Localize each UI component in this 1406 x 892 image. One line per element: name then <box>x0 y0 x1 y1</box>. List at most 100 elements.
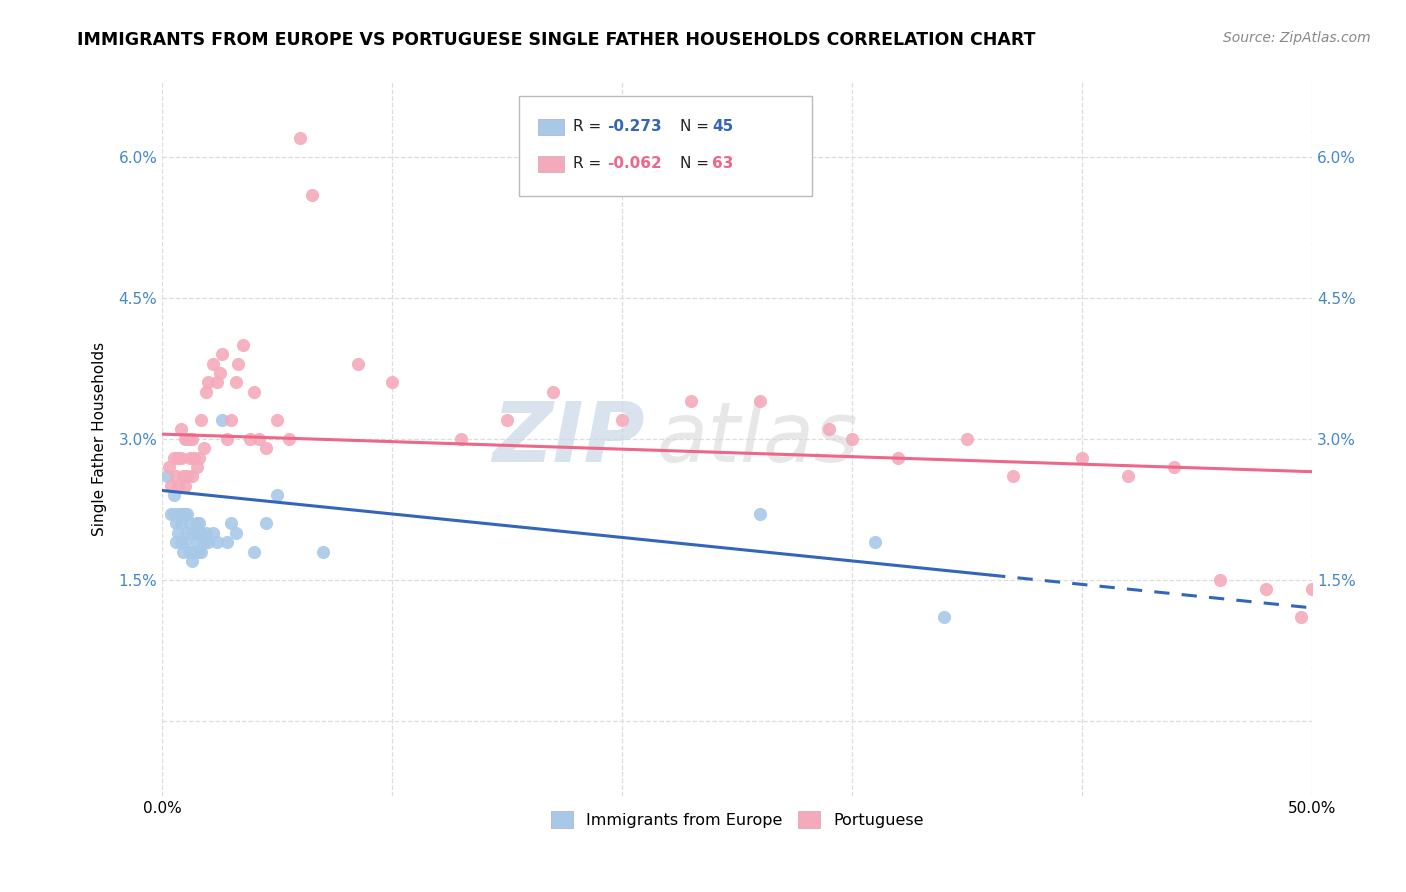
FancyBboxPatch shape <box>538 119 564 135</box>
Point <box>156 469 179 483</box>
Text: -0.273: -0.273 <box>607 120 662 135</box>
Point <box>346 357 368 371</box>
Point <box>174 535 197 549</box>
Point <box>225 376 247 390</box>
Point <box>188 516 211 531</box>
Point <box>183 525 205 540</box>
Point <box>610 413 633 427</box>
Point <box>863 535 886 549</box>
Point <box>215 432 238 446</box>
Point <box>176 525 198 540</box>
Point <box>181 554 204 568</box>
Point <box>194 525 217 540</box>
Point <box>541 384 564 399</box>
Point <box>211 347 233 361</box>
Point <box>243 544 266 558</box>
Point <box>219 413 242 427</box>
Text: N =: N = <box>679 120 713 135</box>
Point <box>167 507 190 521</box>
Point <box>201 525 224 540</box>
Point <box>1289 610 1312 624</box>
Point <box>887 450 910 465</box>
Point <box>1301 582 1323 596</box>
Y-axis label: Single Father Households: Single Father Households <box>93 342 107 536</box>
Legend: Immigrants from Europe, Portuguese: Immigrants from Europe, Portuguese <box>544 805 931 834</box>
Point <box>277 432 299 446</box>
Point <box>193 535 215 549</box>
Point <box>163 488 186 502</box>
Point <box>193 441 215 455</box>
Point <box>172 507 194 521</box>
Point <box>225 525 247 540</box>
Point <box>207 535 229 549</box>
Point <box>266 413 288 427</box>
Point <box>207 376 229 390</box>
Text: -0.062: -0.062 <box>607 156 662 171</box>
Point <box>1347 600 1369 615</box>
Point <box>301 187 323 202</box>
Point <box>226 357 249 371</box>
Point <box>818 422 841 436</box>
Point <box>160 479 183 493</box>
Point <box>181 525 204 540</box>
Point <box>208 366 231 380</box>
Point <box>169 535 191 549</box>
Point <box>211 413 233 427</box>
Point <box>254 516 277 531</box>
Point <box>174 507 197 521</box>
Point <box>841 432 863 446</box>
Point <box>232 338 254 352</box>
Point <box>176 432 198 446</box>
Point <box>1002 469 1025 483</box>
Point <box>179 516 201 531</box>
FancyBboxPatch shape <box>519 96 811 196</box>
Point <box>1163 460 1185 475</box>
Point <box>266 488 288 502</box>
Point <box>179 450 201 465</box>
Text: Source: ZipAtlas.com: Source: ZipAtlas.com <box>1223 31 1371 45</box>
Point <box>215 535 238 549</box>
Point <box>169 507 191 521</box>
Point <box>1071 450 1094 465</box>
Point <box>1209 573 1232 587</box>
Point <box>243 384 266 399</box>
Point <box>247 432 270 446</box>
Text: R =: R = <box>572 120 606 135</box>
Point <box>496 413 519 427</box>
Point <box>176 507 198 521</box>
Point <box>183 450 205 465</box>
Text: 63: 63 <box>711 156 733 171</box>
Point <box>749 394 772 409</box>
Point <box>188 450 211 465</box>
Point <box>163 507 186 521</box>
Point <box>183 544 205 558</box>
Point <box>188 544 211 558</box>
Point <box>165 516 187 531</box>
Point <box>165 535 187 549</box>
Point <box>201 357 224 371</box>
Point <box>934 610 956 624</box>
Point <box>312 544 335 558</box>
Point <box>197 535 219 549</box>
Point <box>172 544 194 558</box>
Point <box>169 516 191 531</box>
Point <box>1116 469 1139 483</box>
Point <box>181 469 204 483</box>
Point <box>167 525 190 540</box>
Point <box>172 469 194 483</box>
Point <box>174 479 197 493</box>
Point <box>169 422 191 436</box>
Text: R =: R = <box>572 156 606 171</box>
Point <box>239 432 262 446</box>
Text: IMMIGRANTS FROM EUROPE VS PORTUGUESE SINGLE FATHER HOUSEHOLDS CORRELATION CHART: IMMIGRANTS FROM EUROPE VS PORTUGUESE SIN… <box>77 31 1036 49</box>
Point <box>163 450 186 465</box>
Point <box>254 441 277 455</box>
Point <box>194 384 217 399</box>
Point <box>288 131 311 145</box>
Point <box>169 450 191 465</box>
Point <box>190 413 212 427</box>
Point <box>179 544 201 558</box>
Text: 45: 45 <box>711 120 733 135</box>
Point <box>179 432 201 446</box>
Point <box>956 432 979 446</box>
